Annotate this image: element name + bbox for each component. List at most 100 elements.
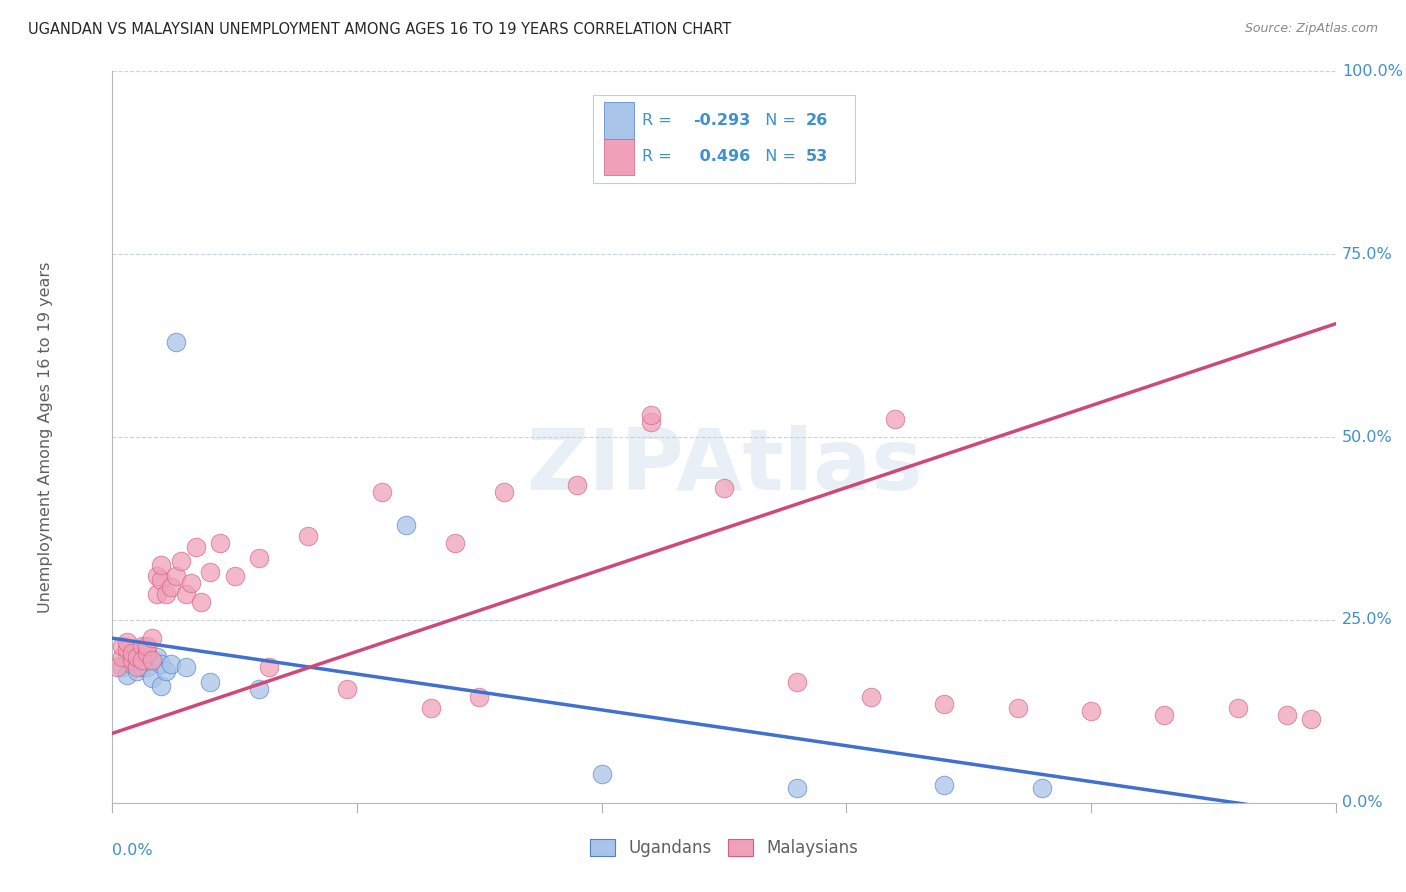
Point — [170, 554, 193, 568]
Point — [125, 649, 148, 664]
Point — [155, 664, 177, 678]
Point — [115, 642, 138, 657]
FancyBboxPatch shape — [605, 102, 634, 138]
Point — [1226, 700, 1249, 714]
Text: N =: N = — [755, 113, 801, 128]
Point — [121, 646, 143, 660]
Point — [247, 682, 270, 697]
Point — [135, 653, 157, 667]
Text: 100.0%: 100.0% — [1341, 64, 1403, 78]
Text: ZIPAtlas: ZIPAtlas — [526, 425, 922, 508]
Point — [1275, 708, 1298, 723]
Point — [145, 569, 167, 583]
Point — [257, 660, 280, 674]
Point — [145, 587, 167, 601]
Point — [934, 777, 956, 792]
Point — [1007, 700, 1029, 714]
Point — [567, 477, 589, 491]
Point — [640, 416, 662, 430]
Text: 50.0%: 50.0% — [1341, 430, 1392, 444]
Point — [200, 675, 222, 690]
Text: Unemployment Among Ages 16 to 19 years: Unemployment Among Ages 16 to 19 years — [38, 261, 52, 613]
Point — [209, 536, 232, 550]
Text: -0.293: -0.293 — [693, 113, 751, 128]
Point — [115, 667, 138, 681]
Point — [111, 639, 134, 653]
Point — [125, 664, 148, 678]
Point — [165, 569, 187, 583]
Text: 26: 26 — [806, 113, 828, 128]
Point — [150, 558, 173, 573]
Point — [190, 594, 212, 608]
Text: 75.0%: 75.0% — [1341, 247, 1392, 261]
Text: Source: ZipAtlas.com: Source: ZipAtlas.com — [1244, 22, 1378, 36]
Point — [444, 536, 467, 550]
Point — [150, 657, 173, 671]
Point — [131, 660, 153, 674]
Point — [125, 653, 148, 667]
Point — [859, 690, 882, 704]
Point — [121, 642, 143, 657]
Point — [111, 660, 134, 674]
Point — [1301, 712, 1323, 726]
Point — [184, 540, 207, 554]
Point — [135, 660, 157, 674]
Point — [131, 653, 153, 667]
Point — [121, 653, 143, 667]
Point — [934, 697, 956, 711]
Point — [135, 639, 157, 653]
Point — [336, 682, 359, 697]
Point — [160, 657, 183, 671]
Point — [111, 649, 134, 664]
Text: 0.496: 0.496 — [693, 150, 749, 164]
Point — [141, 632, 163, 646]
FancyBboxPatch shape — [593, 95, 855, 183]
Point — [297, 529, 319, 543]
Point — [395, 517, 418, 532]
Point — [713, 481, 735, 495]
Point — [115, 649, 138, 664]
Point — [468, 690, 491, 704]
Point — [131, 639, 153, 653]
Point — [786, 781, 808, 796]
Point — [224, 569, 246, 583]
Point — [150, 573, 173, 587]
Point — [141, 672, 163, 686]
Text: 0.0%: 0.0% — [112, 843, 153, 858]
Text: 0.0%: 0.0% — [1341, 796, 1382, 810]
Text: UGANDAN VS MALAYSIAN UNEMPLOYMENT AMONG AGES 16 TO 19 YEARS CORRELATION CHART: UGANDAN VS MALAYSIAN UNEMPLOYMENT AMONG … — [28, 22, 731, 37]
Text: R =: R = — [643, 113, 678, 128]
Point — [135, 646, 157, 660]
Legend: Ugandans, Malaysians: Ugandans, Malaysians — [583, 832, 865, 864]
Point — [150, 679, 173, 693]
Point — [370, 485, 392, 500]
Point — [1080, 705, 1102, 719]
Text: R =: R = — [643, 150, 678, 164]
Point — [125, 660, 148, 674]
Point — [419, 700, 441, 714]
Point — [121, 657, 143, 671]
Point — [640, 408, 662, 422]
Point — [786, 675, 808, 690]
Point — [165, 334, 187, 349]
Point — [1031, 781, 1053, 796]
Point — [591, 766, 613, 780]
Point — [200, 566, 222, 580]
Point — [884, 412, 907, 426]
Point — [492, 485, 515, 500]
Point — [174, 660, 197, 674]
Point — [247, 550, 270, 565]
Text: 25.0%: 25.0% — [1341, 613, 1392, 627]
Point — [180, 576, 202, 591]
Point — [131, 649, 153, 664]
FancyBboxPatch shape — [605, 138, 634, 175]
Point — [105, 660, 128, 674]
Text: 53: 53 — [806, 150, 828, 164]
Point — [115, 635, 138, 649]
Point — [141, 653, 163, 667]
Point — [145, 649, 167, 664]
Text: N =: N = — [755, 150, 801, 164]
Point — [1153, 708, 1175, 723]
Point — [155, 587, 177, 601]
Point — [174, 587, 197, 601]
